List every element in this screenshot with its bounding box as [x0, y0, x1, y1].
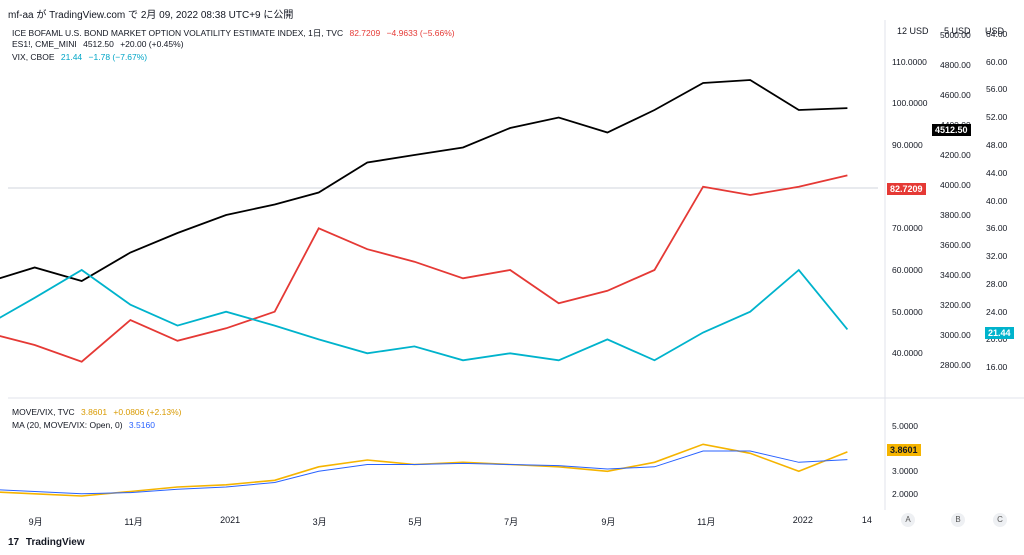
vix-axis-tick: 48.00	[986, 140, 1008, 150]
legend-es[interactable]: ES1!, CME_MINI 4512.50 +20.00 (+0.45%)	[12, 39, 188, 49]
legend-move-value: 82.7209	[349, 28, 381, 38]
move-axis-tick: 90.0000	[892, 140, 923, 150]
es-axis-tick: 3600.00	[940, 240, 971, 250]
es-axis-tick: 4200.00	[940, 150, 971, 160]
legend-move[interactable]: ICE BOFAML U.S. BOND MARKET OPTION VOLAT…	[12, 27, 459, 39]
vix-axis-tick: 56.00	[986, 84, 1008, 95]
axis-currency-label-3: USD	[985, 26, 1005, 36]
time-axis-label: 14	[861, 515, 872, 525]
legend-ratio-value: 3.8601	[81, 407, 108, 417]
tradingview-logo-icon: 17	[8, 537, 20, 548]
time-axis-label: 3月	[312, 517, 327, 527]
axis-currency-label-1: 12 USD	[897, 26, 929, 36]
legend-es-name: ES1!, CME_MINI	[12, 39, 77, 49]
time-axis-label: 2021	[220, 515, 241, 525]
ratio-axis-tick: 2.0000	[892, 488, 918, 499]
move-axis-tick: 100.0000	[892, 98, 928, 109]
vix-axis-tick: 64.00	[986, 28, 1008, 39]
legend-ma[interactable]: MA (20, MOVE/VIX: Open, 0) 3.5160	[12, 420, 159, 430]
time-axis-label: 5月	[408, 517, 423, 527]
vix-axis-tick: 32.00	[986, 251, 1008, 262]
time-axis-label: 2022	[792, 515, 813, 525]
legend-move-name: ICE BOFAML U.S. BOND MARKET OPTION VOLAT…	[12, 28, 344, 38]
vix-axis-tick: 60.00	[986, 56, 1008, 67]
vix-axis-tick: 52.00	[986, 112, 1008, 123]
es-axis-tick: 5000.00	[940, 30, 971, 40]
move-axis-tick: 110.0000	[892, 56, 927, 67]
series-line-ratio	[0, 443, 848, 497]
ratio-axis-tick: 3.0000	[892, 466, 918, 477]
legend-ratio-change: +0.0806 (+2.13%)	[113, 407, 182, 417]
vix-axis-tick: 36.00	[986, 223, 1008, 234]
time-axis-label: 9月	[601, 517, 616, 527]
vix-axis-tick: 20.00	[986, 334, 1008, 345]
move-price-tag: 82.7209	[887, 183, 926, 195]
vix-axis-tick: 44.00	[986, 167, 1008, 178]
es-axis-tick: 3400.00	[940, 270, 971, 280]
legend-move-change: −4.9633 (−5.66%)	[386, 28, 455, 38]
footer-brand[interactable]: 17 TradingView	[8, 537, 85, 548]
vix-axis-tick: 40.00	[986, 195, 1008, 206]
ratio-price-tag: 3.8601	[887, 444, 921, 456]
time-axis-label: 7月	[504, 517, 519, 527]
legend-vix-value: 21.44	[60, 52, 83, 62]
series-line-vix	[0, 268, 849, 362]
es-axis-tick: 4800.00	[940, 60, 971, 70]
legend-es-change: +20.00 (+0.45%)	[120, 39, 184, 49]
vix-axis-tick: 16.00	[986, 362, 1008, 373]
scale-button-c[interactable]: C	[993, 513, 1007, 527]
legend-vix[interactable]: VIX, CBOE 21.44 −1.78 (−7.67%)	[12, 52, 151, 62]
axis-currency-label-2: 5 USD	[944, 26, 971, 36]
es-axis-tick: 2800.00	[940, 360, 971, 370]
vix-axis-tick: 24.00	[986, 306, 1008, 317]
move-axis-tick: 60.0000	[892, 265, 923, 275]
es-axis-tick: 3000.00	[940, 330, 971, 340]
legend-ratio-name: MOVE/VIX, TVC	[12, 407, 75, 417]
vix-axis-tick: 28.00	[986, 278, 1008, 289]
scale-button-a[interactable]: A	[901, 513, 915, 527]
publish-header: mf-aa が TradingView.com で 2月 09, 2022 08…	[8, 10, 294, 21]
scale-button-b[interactable]: B	[951, 513, 965, 527]
legend-vix-change: −1.78 (−7.67%)	[88, 52, 148, 62]
series-line-ma	[0, 450, 848, 495]
series-line-es	[0, 79, 848, 282]
move-axis-tick: 70.0000	[892, 223, 923, 234]
vix-price-tag: 21.44	[985, 327, 1014, 339]
time-axis-label: 11月	[124, 517, 143, 527]
legend-es-value: 4512.50	[83, 39, 114, 49]
legend-ma-name: MA (20, MOVE/VIX: Open, 0)	[12, 420, 123, 430]
footer-brand-text: TradingView	[25, 537, 85, 548]
legend-ma-value: 3.5160	[128, 420, 155, 430]
move-axis-tick: 40.0000	[892, 348, 923, 359]
legend-ratio[interactable]: MOVE/VIX, TVC 3.8601 +0.0806 (+2.13%)	[12, 407, 185, 417]
es-axis-tick: 4600.00	[940, 90, 971, 100]
ratio-axis-tick: 5.0000	[892, 421, 918, 432]
legend-vix-name: VIX, CBOE	[12, 52, 55, 62]
es-axis-tick: 4000.00	[940, 180, 971, 190]
move-axis-tick: 50.0000	[892, 306, 923, 317]
series-line-move	[0, 174, 848, 363]
time-axis-label: 9月	[28, 517, 43, 527]
es-axis-tick: 3800.00	[940, 210, 971, 220]
time-axis-label: 11月	[697, 517, 716, 527]
es-axis-tick: 3200.00	[940, 300, 971, 310]
es-price-tag: 4512.50	[932, 124, 971, 136]
